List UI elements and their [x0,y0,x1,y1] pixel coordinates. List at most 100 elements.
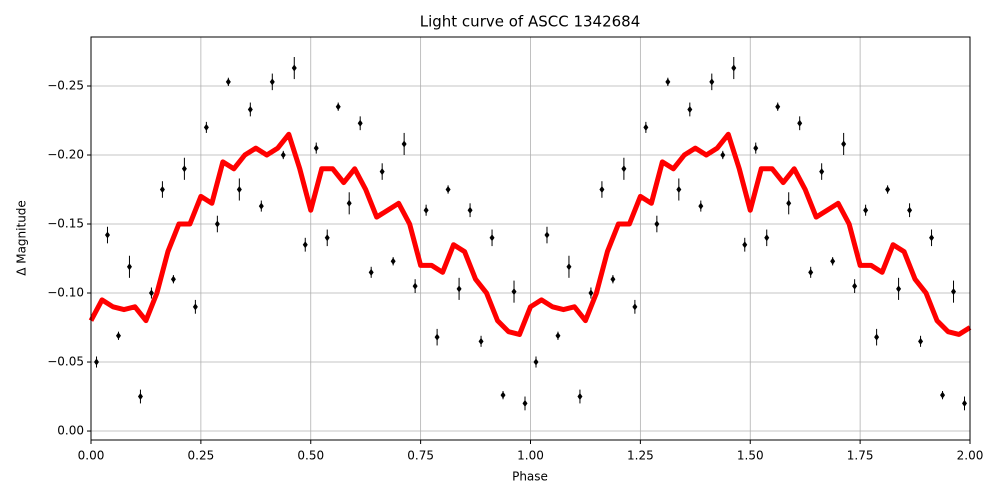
data-point [962,399,968,407]
data-point [511,288,517,296]
data-point [555,332,561,340]
data-point [137,393,143,401]
x-tick-label: 1.50 [737,449,764,463]
data-point [379,168,385,176]
x-tick-label: 0.75 [407,449,434,463]
data-point [577,393,583,401]
plot-frame [90,36,971,441]
data-point [401,140,407,148]
data-point [896,285,902,293]
data-point [291,64,297,72]
data-point [885,186,891,194]
data-point [93,358,99,366]
data-point [478,337,484,345]
data-point [445,186,451,194]
data-point [126,263,132,271]
data-point [500,391,506,399]
data-point [115,332,121,340]
data-point [753,144,759,152]
data-point [170,275,176,283]
data-point [566,263,572,271]
data-point [533,358,539,366]
data-point [247,105,253,113]
data-point [654,220,660,228]
x-tick-label: 2.00 [957,449,984,463]
x-tick-label: 0.00 [78,449,105,463]
data-point [412,282,418,290]
data-point [742,241,748,249]
data-point [819,168,825,176]
data-point [918,337,924,345]
data-point [390,257,396,265]
data-point [588,289,594,297]
data-point [731,64,737,72]
data-point [214,220,220,228]
data-point [203,123,209,131]
data-point [610,275,616,283]
data-point [599,186,605,194]
data-point [709,78,715,86]
data-point [258,202,264,210]
data-point [687,105,693,113]
y-axis-label: Δ Magnitude [15,200,29,276]
data-point [181,165,187,173]
data-point [159,186,165,194]
data-point [522,399,528,407]
data-point [302,241,308,249]
data-point [148,289,154,297]
chart-title: Light curve of ASCC 1342684 [420,13,641,31]
data-point [467,206,473,214]
y-tick-label: −0.15 [47,217,84,231]
data-point [324,234,330,242]
y-tick-label: 0.00 [57,424,84,438]
data-point [489,234,495,242]
data-point [269,78,275,86]
data-point [665,78,671,86]
data-point [830,257,836,265]
data-point [720,151,726,159]
x-axis-label: Phase [512,470,548,484]
data-point [951,288,957,296]
data-point [940,391,946,399]
data-point [643,123,649,131]
data-point [797,119,803,127]
data-point [632,303,638,311]
data-point [863,206,869,214]
x-tick-label: 0.25 [188,449,215,463]
x-tick-label: 0.50 [297,449,324,463]
data-point [368,268,374,276]
data-point [357,119,363,127]
x-tick-label: 1.25 [627,449,654,463]
data-point [434,333,440,341]
data-point [544,231,550,239]
y-tick-label: −0.20 [47,148,84,162]
data-point [280,151,286,159]
x-tick-label: 1.00 [517,449,544,463]
data-point [929,234,935,242]
y-tick-label: −0.05 [47,355,84,369]
data-point [698,202,704,210]
data-point [346,199,352,207]
data-point [874,333,880,341]
trend-line [88,131,972,337]
data-point [621,165,627,173]
y-tick-label: −0.25 [47,78,84,92]
data-point [764,234,770,242]
data-point [907,206,913,214]
x-tick-label: 1.75 [847,449,874,463]
data-point [852,282,858,290]
data-point [335,103,341,111]
data-point [225,78,231,86]
y-tick-label: −0.10 [47,286,84,300]
data-point [775,103,781,111]
data-point [808,268,814,276]
data-point [236,186,242,194]
data-point [104,231,110,239]
data-point [841,140,847,148]
data-point [676,186,682,194]
data-point [456,285,462,293]
data-point [423,206,429,214]
data-point [786,199,792,207]
